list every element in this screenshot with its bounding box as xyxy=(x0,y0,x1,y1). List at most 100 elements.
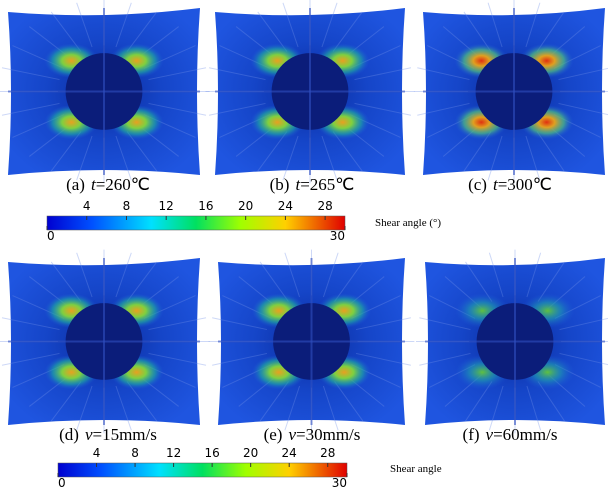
caption: (a) t=260℃ xyxy=(66,175,150,194)
wrinkle xyxy=(526,252,542,298)
wrinkle xyxy=(1,352,60,366)
caption-value: =30mm/s xyxy=(296,425,360,444)
caption-value: =300℃ xyxy=(498,175,552,194)
wrinkle xyxy=(419,352,471,366)
wrinkle xyxy=(525,135,541,181)
wrinkle xyxy=(282,2,299,48)
caption-variable: v xyxy=(85,425,93,444)
colorbar-title: Shear angle xyxy=(390,463,442,475)
wrinkle xyxy=(559,352,608,366)
caption-value: =260℃ xyxy=(96,175,150,194)
wrinkle xyxy=(1,317,60,331)
caption-variable: v xyxy=(288,425,296,444)
tick-label: 24 xyxy=(282,446,297,460)
wrinkle xyxy=(559,317,608,331)
caption-label: (e) xyxy=(264,425,283,444)
caption-variable: t xyxy=(295,175,301,194)
wrinkle xyxy=(212,352,268,366)
tick-label: 0 xyxy=(58,476,66,490)
caption: (b) t=265℃ xyxy=(270,175,355,194)
wrinkle xyxy=(284,252,301,298)
tick-label: 12 xyxy=(166,446,181,460)
wrinkle xyxy=(212,317,268,331)
wrinkle xyxy=(417,67,470,81)
wrinkle xyxy=(558,102,608,116)
wrinkle xyxy=(525,2,541,48)
wrinkle xyxy=(148,67,207,81)
caption-label: (c) xyxy=(468,175,487,194)
wrinkle xyxy=(487,135,503,181)
wrinkle xyxy=(208,102,266,116)
wrinkle xyxy=(115,252,132,298)
tick-label: 16 xyxy=(204,446,219,460)
tick-label: 30 xyxy=(330,229,345,243)
wrinkle xyxy=(1,102,60,116)
tick-label: 4 xyxy=(93,446,101,460)
wrinkle xyxy=(419,317,471,331)
simulation-image xyxy=(0,0,210,184)
wrinkle xyxy=(76,385,93,431)
caption: (d) v=15mm/s xyxy=(59,425,157,444)
wrinkle xyxy=(1,67,60,81)
wrinkle xyxy=(417,102,470,116)
simulation-image xyxy=(413,0,608,184)
wrinkle xyxy=(322,385,339,431)
caption-variable: t xyxy=(91,175,97,194)
caption-label: (a) xyxy=(66,175,85,194)
caption-label: (f) xyxy=(463,425,480,444)
wrinkle xyxy=(321,135,338,181)
caption-value: =60mm/s xyxy=(493,425,557,444)
caption-value: =265℃ xyxy=(300,175,354,194)
wrinkle xyxy=(76,2,93,48)
wrinkle xyxy=(354,67,412,81)
caption-variable: v xyxy=(486,425,494,444)
tick-label: 30 xyxy=(332,476,347,490)
wrinkle xyxy=(148,317,207,331)
caption: (e) v=30mm/s xyxy=(264,425,361,444)
colorbar-title: Shear angle (°) xyxy=(375,217,441,229)
wrinkle xyxy=(282,135,299,181)
tick-label: 20 xyxy=(238,199,253,213)
tick-label: 4 xyxy=(83,199,91,213)
wrinkle xyxy=(76,135,93,181)
wrinkle xyxy=(115,135,132,181)
wrinkle xyxy=(526,385,542,431)
wrinkle xyxy=(208,67,266,81)
tick-label: 16 xyxy=(198,199,213,213)
tick-label: 8 xyxy=(123,199,131,213)
wrinkle xyxy=(148,102,207,116)
wrinkle xyxy=(322,252,339,298)
simulation-image xyxy=(416,249,608,434)
wrinkle xyxy=(321,2,338,48)
caption-variable: t xyxy=(493,175,499,194)
wrinkle xyxy=(355,352,411,366)
caption: (c) t=300℃ xyxy=(468,175,552,194)
simulation-image xyxy=(208,249,415,434)
caption-label: (b) xyxy=(270,175,290,194)
wrinkle xyxy=(355,317,411,331)
wrinkle xyxy=(488,385,504,431)
wrinkle xyxy=(115,2,132,48)
simulation-image xyxy=(0,249,210,434)
tick-label: 28 xyxy=(320,446,335,460)
tick-label: 0 xyxy=(47,229,55,243)
colorbar xyxy=(57,462,348,478)
wrinkle xyxy=(115,385,132,431)
tick-label: 20 xyxy=(243,446,258,460)
simulation-image xyxy=(205,0,415,184)
tick-label: 12 xyxy=(159,199,174,213)
tick-label: 28 xyxy=(317,199,332,213)
colorbar xyxy=(46,215,346,231)
caption-label: (d) xyxy=(59,425,79,444)
tick-label: 24 xyxy=(278,199,293,213)
wrinkle xyxy=(487,2,503,48)
wrinkle xyxy=(488,252,504,298)
wrinkle xyxy=(76,252,93,298)
caption: (f) v=60mm/s xyxy=(463,425,558,444)
wrinkle xyxy=(148,352,207,366)
tick-label: 8 xyxy=(131,446,139,460)
caption-value: =15mm/s xyxy=(93,425,157,444)
wrinkle xyxy=(558,67,608,81)
